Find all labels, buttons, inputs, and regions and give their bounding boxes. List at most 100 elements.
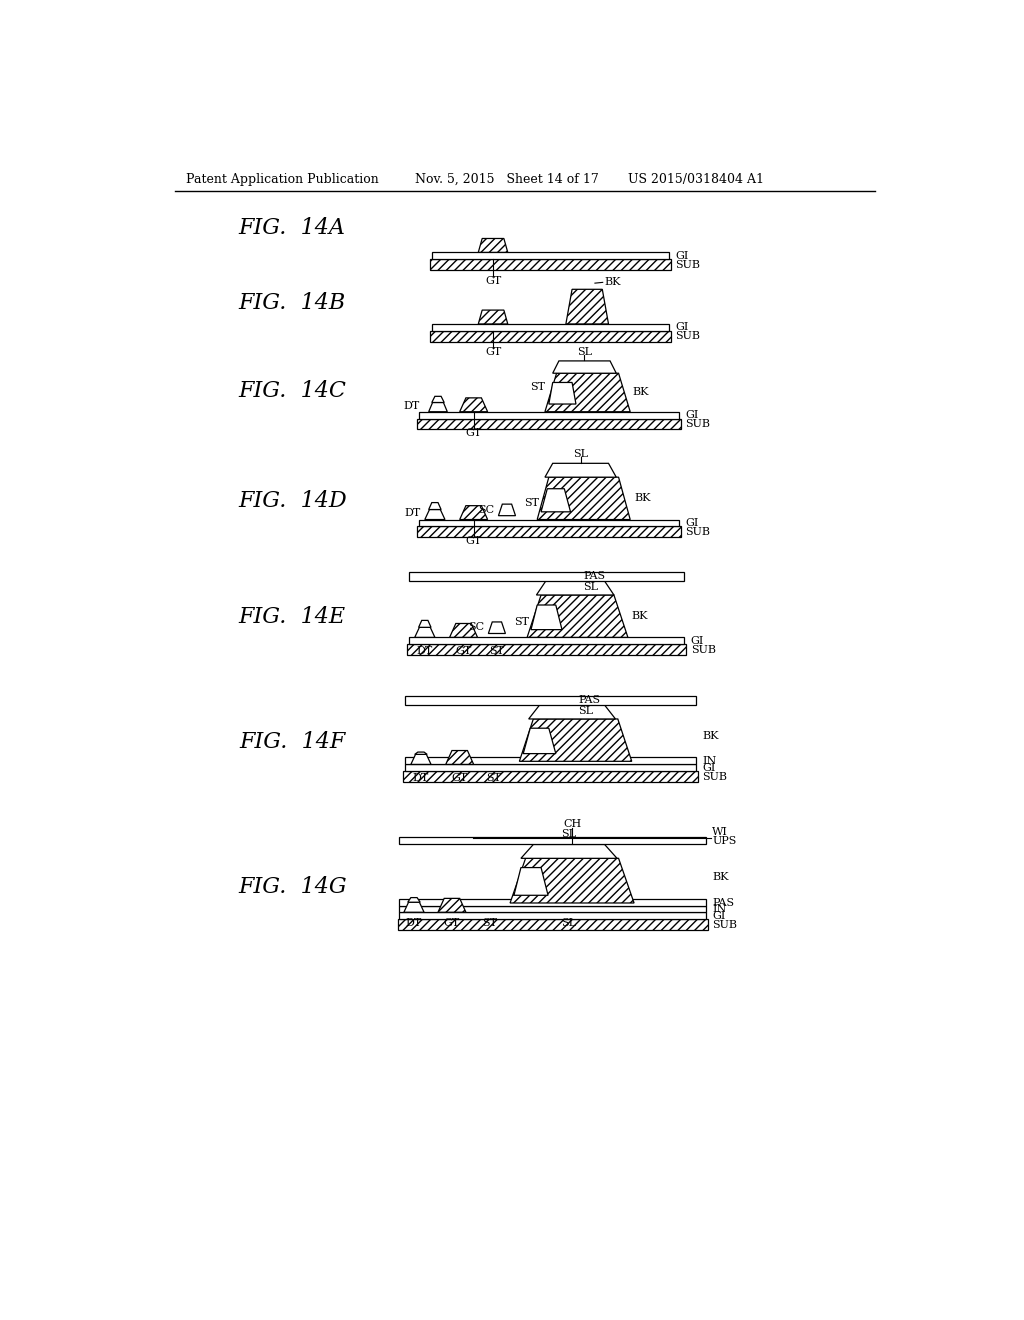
Polygon shape (514, 867, 548, 895)
Text: SL: SL (579, 706, 593, 717)
Text: GI: GI (690, 636, 705, 645)
Polygon shape (527, 595, 628, 638)
Polygon shape (409, 638, 684, 644)
Text: GI: GI (713, 911, 726, 920)
Text: DT: DT (403, 400, 420, 411)
Polygon shape (408, 898, 420, 903)
Polygon shape (460, 506, 487, 520)
Text: PAS: PAS (713, 898, 734, 908)
Polygon shape (397, 919, 708, 929)
Polygon shape (417, 527, 681, 537)
Polygon shape (545, 374, 630, 412)
Polygon shape (404, 764, 696, 771)
Text: CH: CH (563, 820, 582, 829)
Text: GI: GI (685, 411, 698, 420)
Text: SC: SC (478, 504, 495, 515)
Polygon shape (438, 899, 466, 912)
Text: SUB: SUB (685, 418, 711, 429)
Text: ST: ST (488, 647, 504, 656)
Text: GT: GT (456, 647, 472, 656)
Polygon shape (399, 906, 707, 912)
Text: PAS: PAS (583, 570, 605, 581)
Text: SL: SL (583, 582, 598, 593)
Text: UPS: UPS (713, 836, 736, 846)
Text: SC: SC (468, 622, 484, 632)
Polygon shape (430, 331, 671, 342)
Text: FIG.  14G: FIG. 14G (238, 876, 346, 898)
Text: DT: DT (406, 917, 422, 928)
Text: PAS: PAS (579, 694, 600, 705)
Polygon shape (545, 463, 616, 478)
Polygon shape (419, 620, 431, 627)
Text: SL: SL (577, 347, 592, 356)
Text: GI: GI (675, 322, 688, 333)
Text: GT: GT (466, 536, 481, 546)
Text: SUB: SUB (702, 772, 727, 781)
Text: ST: ST (530, 381, 546, 392)
Polygon shape (478, 310, 508, 323)
Polygon shape (403, 903, 424, 912)
Polygon shape (537, 581, 614, 595)
Polygon shape (417, 418, 681, 429)
Polygon shape (528, 705, 615, 719)
Polygon shape (510, 858, 634, 903)
Text: WI: WI (713, 828, 728, 837)
Polygon shape (521, 845, 617, 858)
Text: FIG.  14F: FIG. 14F (240, 731, 345, 752)
Text: BK: BK (634, 494, 650, 503)
Polygon shape (419, 412, 679, 418)
Text: BK: BK (702, 731, 719, 742)
Polygon shape (404, 696, 696, 705)
Text: GT: GT (485, 276, 501, 286)
Text: US 2015/0318404 A1: US 2015/0318404 A1 (628, 173, 764, 186)
Text: Patent Application Publication: Patent Application Publication (186, 173, 379, 186)
Text: Nov. 5, 2015   Sheet 14 of 17: Nov. 5, 2015 Sheet 14 of 17 (415, 173, 598, 186)
Text: FIG.  14D: FIG. 14D (238, 490, 347, 512)
Text: GI: GI (702, 763, 716, 772)
Polygon shape (399, 912, 707, 919)
Polygon shape (566, 289, 608, 323)
Polygon shape (425, 510, 445, 520)
Text: ST: ST (481, 917, 497, 928)
Polygon shape (499, 504, 515, 516)
Text: BK: BK (633, 388, 649, 397)
Polygon shape (538, 478, 630, 520)
Text: DT: DT (404, 508, 421, 519)
Text: IN: IN (702, 756, 717, 766)
Polygon shape (432, 396, 444, 403)
Text: FIG.  14E: FIG. 14E (239, 606, 346, 627)
Polygon shape (432, 323, 669, 331)
Text: FIG.  14C: FIG. 14C (239, 380, 346, 401)
Polygon shape (553, 360, 616, 374)
Text: BK: BK (631, 611, 647, 622)
Polygon shape (419, 520, 679, 527)
Text: DT: DT (417, 647, 433, 656)
Text: ST: ST (514, 616, 529, 627)
Polygon shape (415, 752, 427, 755)
Polygon shape (531, 605, 562, 630)
Polygon shape (432, 252, 669, 259)
Text: SL: SL (561, 917, 577, 928)
Polygon shape (399, 837, 707, 845)
Text: SUB: SUB (690, 644, 716, 655)
Text: DT: DT (413, 774, 429, 783)
Text: GI: GI (685, 517, 698, 528)
Text: SUB: SUB (675, 331, 700, 342)
Polygon shape (429, 503, 441, 510)
Text: GT: GT (466, 428, 481, 438)
Text: BK: BK (604, 277, 621, 286)
Text: FIG.  14A: FIG. 14A (239, 216, 346, 239)
Polygon shape (404, 758, 696, 764)
Text: GT: GT (485, 347, 501, 358)
Polygon shape (488, 622, 506, 634)
Text: SUB: SUB (675, 260, 700, 269)
Text: SL: SL (561, 829, 577, 838)
Polygon shape (409, 572, 684, 581)
Polygon shape (403, 771, 697, 781)
Polygon shape (450, 623, 477, 638)
Polygon shape (460, 397, 487, 412)
Polygon shape (415, 627, 435, 638)
Text: GT: GT (443, 917, 460, 928)
Text: ST: ST (524, 498, 540, 508)
Polygon shape (429, 403, 447, 412)
